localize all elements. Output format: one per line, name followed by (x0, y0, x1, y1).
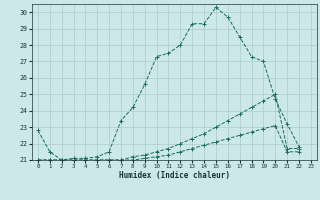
X-axis label: Humidex (Indice chaleur): Humidex (Indice chaleur) (119, 171, 230, 180)
